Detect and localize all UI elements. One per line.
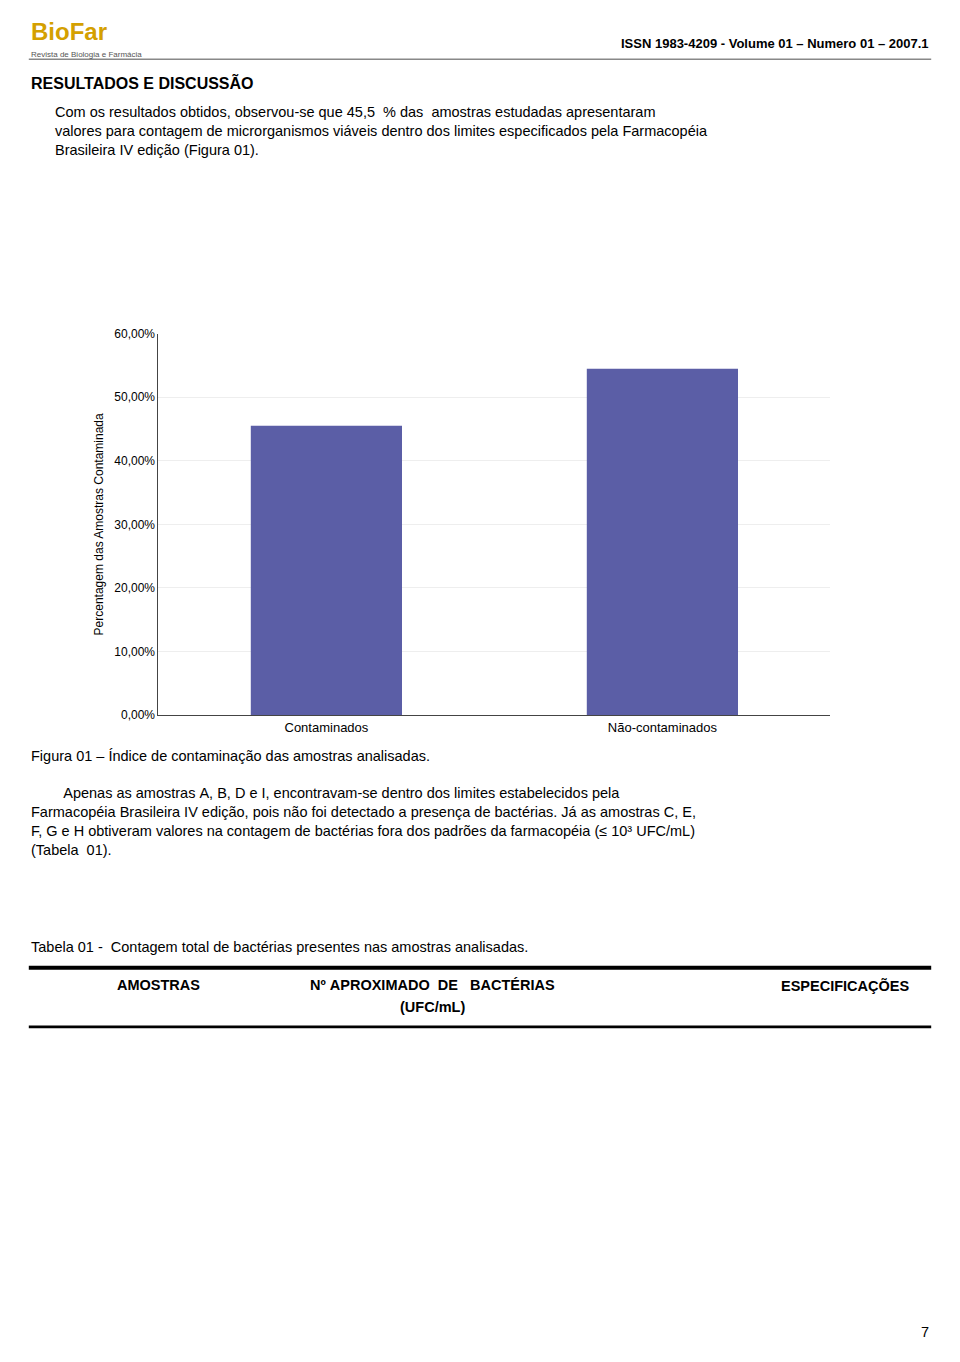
svg-text:7: 7 bbox=[921, 1324, 929, 1340]
svg-text:Revista de Biologia e Farmácia: Revista de Biologia e Farmácia bbox=[31, 50, 142, 59]
svg-text:(UFC/mL): (UFC/mL) bbox=[400, 999, 465, 1015]
svg-text:Tabela 01 - Contagem total de: Tabela 01 - Contagem total de bactérias … bbox=[31, 939, 528, 955]
svg-text:Apenas as amostras A, B, D e I: Apenas as amostras A, B, D e I, encontra… bbox=[31, 785, 696, 858]
svg-text:60,00%: 60,00% bbox=[114, 327, 155, 341]
svg-text:ISSN 1983-4209 - Volume 01 – N: ISSN 1983-4209 - Volume 01 – Numero 01 –… bbox=[621, 36, 929, 51]
svg-text:Com os resultados obtidos, obs: Com os resultados obtidos, observou-se q… bbox=[55, 104, 708, 158]
svg-text:20,00%: 20,00% bbox=[114, 581, 155, 595]
svg-text:30,00%: 30,00% bbox=[114, 518, 155, 532]
svg-text:BioFar: BioFar bbox=[31, 18, 107, 45]
svg-text:40,00%: 40,00% bbox=[114, 454, 155, 468]
svg-text:Contaminados: Contaminados bbox=[284, 720, 368, 735]
svg-text:10,00%: 10,00% bbox=[114, 645, 155, 659]
svg-text:0,00%: 0,00% bbox=[121, 708, 155, 722]
svg-text:Nº APROXIMADO DE BACTÉRIAS: Nº APROXIMADO DE BACTÉRIAS bbox=[310, 977, 555, 993]
svg-text:Percentagem das Amostras Conta: Percentagem das Amostras Contaminada bbox=[92, 413, 106, 635]
svg-text:AMOSTRAS: AMOSTRAS bbox=[117, 977, 200, 993]
svg-text:RESULTADOS E DISCUSSÃO: RESULTADOS E DISCUSSÃO bbox=[31, 73, 254, 92]
svg-text:ESPECIFICAÇÕES: ESPECIFICAÇÕES bbox=[781, 977, 909, 994]
svg-text:Não-contaminados: Não-contaminados bbox=[608, 720, 718, 735]
svg-text:50,00%: 50,00% bbox=[114, 390, 155, 404]
svg-text:Figura 01 – Índice de contamin: Figura 01 – Índice de contaminação das a… bbox=[31, 748, 430, 764]
